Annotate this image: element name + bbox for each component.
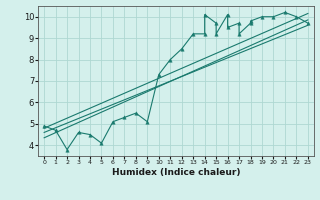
X-axis label: Humidex (Indice chaleur): Humidex (Indice chaleur) bbox=[112, 168, 240, 177]
